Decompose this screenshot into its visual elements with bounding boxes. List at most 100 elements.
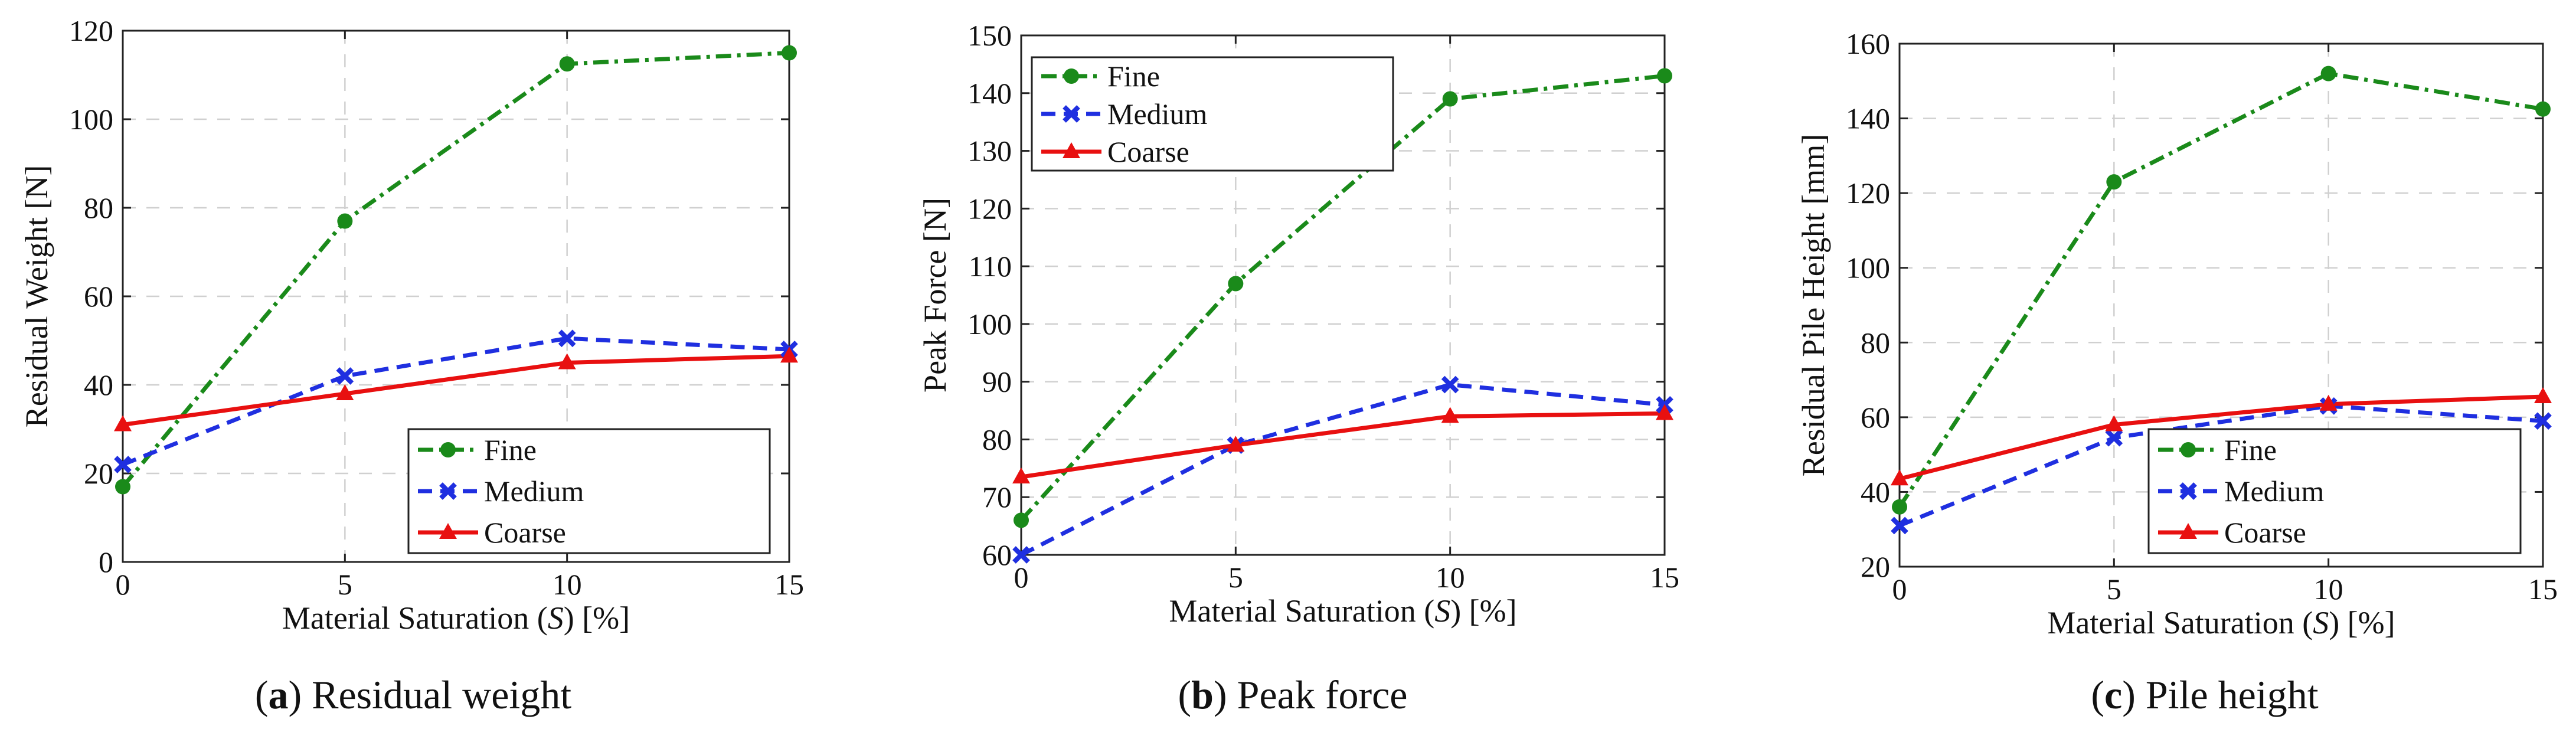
- y-tick-label: 20: [84, 457, 113, 490]
- data-point-coarse: [1012, 468, 1030, 483]
- legend-label-fine: Fine: [1107, 60, 1160, 93]
- data-point-coarse: [2319, 394, 2338, 411]
- legend-label-coarse: Coarse: [1107, 135, 1189, 168]
- chart-panel-a: 0 5 10 15 0 20 40 60 80 100 120 Material Saturation…: [19, 14, 804, 717]
- x-tick-label: 0: [1014, 561, 1029, 594]
- data-point-medium: [558, 329, 576, 348]
- x-tick-label: 10: [2314, 573, 2343, 606]
- x-tick-label: 10: [1436, 561, 1465, 594]
- chart-panel-b: 0 5 10 15 60 70 80 90 100 110 120 130 140 150 Material…: [917, 19, 1679, 717]
- circle-marker-icon: [1064, 68, 1079, 84]
- y-tick-label: 90: [982, 365, 1012, 398]
- data-point-coarse: [1656, 404, 1673, 420]
- y-tick-label: 20: [1861, 550, 1890, 583]
- y-tick-label: 80: [982, 423, 1012, 456]
- caption-b: (b) Peak force: [1178, 672, 1408, 717]
- triangle-marker-icon: [1063, 142, 1080, 158]
- data-point-medium: [1012, 546, 1030, 564]
- data-point-fine: [1442, 91, 1458, 107]
- legend: Fine Medium Coarse: [1031, 56, 1394, 172]
- x-axis-label: Material Saturation (S) [%]: [282, 600, 630, 636]
- data-point-fine: [559, 56, 575, 72]
- data-point-medium: [2534, 412, 2552, 430]
- x-axis-label: Material Saturation (S) [%]: [2047, 605, 2395, 640]
- y-tick-label: 60: [982, 538, 1012, 571]
- y-tick-label: 160: [1846, 27, 1890, 60]
- series-line-medium: [122, 336, 790, 467]
- y-tick-label: 80: [84, 191, 113, 224]
- x-tick-label: 5: [2107, 573, 2121, 606]
- plot-frame: [1898, 43, 2544, 568]
- y-tick-label: 120: [967, 192, 1012, 225]
- triangle-marker-icon: [439, 523, 457, 539]
- data-point-fine: [2535, 101, 2551, 117]
- data-point-medium: [2105, 429, 2123, 447]
- legend-label-medium: Medium: [1107, 97, 1208, 130]
- data-point-medium: [114, 456, 132, 473]
- y-tick-label: 40: [84, 368, 113, 401]
- x-tick-label: 15: [774, 568, 804, 601]
- y-tick-label: 140: [1846, 102, 1890, 135]
- data-point-coarse: [558, 353, 576, 370]
- data-point-fine: [2106, 174, 2122, 190]
- data-point-coarse: [336, 384, 354, 400]
- data-point-fine: [1892, 499, 1907, 515]
- data-point-coarse: [2534, 387, 2552, 404]
- data-point-coarse: [780, 346, 798, 363]
- y-tick-label: 110: [969, 250, 1012, 283]
- series-line-coarse: [1899, 394, 2544, 481]
- caption-c: (c) Pile height: [2091, 672, 2318, 717]
- y-tick-label: 60: [1861, 401, 1890, 434]
- chart-panel-c: 0 5 10 15 20 40 60 80 100 120 140 160 Material Satur…: [1796, 27, 2558, 717]
- data-point-coarse: [1227, 436, 1245, 452]
- legend-label-medium: Medium: [484, 475, 584, 508]
- data-point-fine: [1657, 68, 1672, 84]
- y-tick-label: 60: [84, 280, 113, 313]
- series-line-fine: [1898, 71, 2544, 508]
- circle-marker-icon: [2181, 442, 2196, 457]
- y-tick-label: 100: [69, 103, 113, 136]
- x-tick-label: 0: [116, 568, 130, 601]
- data-point-fine: [1014, 512, 1029, 528]
- y-axis-label: Residual Weight [N]: [19, 165, 54, 428]
- y-tick-label: 70: [982, 480, 1012, 514]
- y-tick-label: 150: [967, 19, 1012, 52]
- series-line-coarse: [122, 354, 790, 427]
- series-line-fine: [121, 51, 790, 488]
- legend-label-fine: Fine: [2224, 433, 2277, 466]
- legend-label-fine: Fine: [484, 433, 537, 466]
- data-point-fine: [115, 479, 130, 495]
- x-marker-icon: [2179, 482, 2197, 500]
- data-point-fine: [1228, 276, 1244, 292]
- triangle-marker-icon: [2179, 523, 2197, 539]
- data-point-coarse: [2105, 415, 2123, 431]
- y-tick-label: 0: [99, 545, 113, 578]
- x-axis-label: Material Saturation (S) [%]: [1169, 593, 1516, 629]
- data-point-coarse: [1441, 407, 1459, 423]
- data-point-medium: [336, 367, 354, 385]
- data-point-coarse: [114, 415, 132, 431]
- series-line-fine: [1019, 73, 1665, 522]
- plot-frame: [1020, 34, 1666, 556]
- series-line-coarse: [1021, 411, 1665, 479]
- y-axis-label: Peak Force [N]: [917, 198, 953, 393]
- x-tick-label: 5: [338, 568, 352, 601]
- x-tick-label: 0: [1892, 573, 1907, 606]
- series-line-medium: [1020, 383, 1665, 557]
- legend-label-coarse: Coarse: [2224, 516, 2306, 549]
- x-tick-label: 15: [2528, 573, 2558, 606]
- data-point-fine: [2320, 66, 2336, 81]
- series-line-medium: [1898, 404, 2544, 528]
- y-tick-label: 140: [967, 77, 1012, 110]
- y-tick-label: 80: [1861, 326, 1890, 359]
- x-tick-label: 10: [553, 568, 582, 601]
- x-tick-label: 5: [1228, 561, 1243, 594]
- x-marker-icon: [1063, 105, 1080, 123]
- legend: Fine Medium Coarse: [407, 428, 771, 554]
- caption-a: (a) Residual weight: [255, 672, 571, 717]
- y-tick-label: 120: [1846, 176, 1890, 210]
- x-tick-label: 15: [1650, 561, 1679, 594]
- data-point-medium: [1441, 375, 1459, 394]
- y-tick-label: 130: [967, 135, 1012, 168]
